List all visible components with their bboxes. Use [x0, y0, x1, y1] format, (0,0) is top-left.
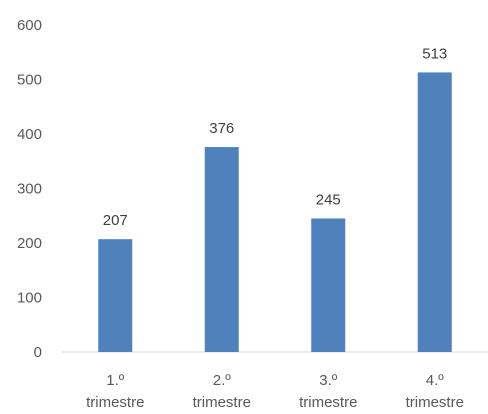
y-tick-label: 0 [34, 344, 42, 361]
y-tick-label: 400 [17, 126, 42, 143]
y-axis-tick-labels: 0 100 200 300 400 500 600 [17, 17, 42, 361]
x-category-label-line: 2.º [213, 372, 232, 389]
x-axis-category-labels: 1.º trimestre 2.º trimestre 3.º trimestre 4.º t… [86, 372, 464, 411]
y-tick-label: 100 [17, 290, 42, 307]
x-category-label-line: trimestre [86, 394, 144, 411]
data-label: 207 [103, 212, 128, 229]
data-label: 513 [422, 45, 447, 62]
x-category-label: 1.º trimestre [86, 372, 144, 411]
bar [311, 218, 346, 352]
y-tick-label: 500 [17, 72, 42, 89]
data-labels: 207 376 245 513 [103, 45, 448, 229]
bar [98, 239, 133, 352]
bar [417, 72, 452, 352]
x-category-label: 2.º trimestre [193, 372, 251, 411]
y-tick-label: 600 [17, 17, 42, 34]
x-category-label-line: 3.º [319, 372, 338, 389]
x-category-label-line: 4.º [426, 372, 445, 389]
x-category-label-line: trimestre [406, 394, 464, 411]
x-category-label: 3.º trimestre [299, 372, 357, 411]
x-category-label-line: trimestre [193, 394, 251, 411]
bars [98, 72, 452, 352]
bar [204, 147, 239, 352]
y-tick-label: 200 [17, 235, 42, 252]
y-tick-label: 300 [17, 181, 42, 198]
x-category-label-line: 1.º [106, 372, 125, 389]
x-category-label: 4.º trimestre [406, 372, 464, 411]
x-category-label-line: trimestre [299, 394, 357, 411]
data-label: 245 [316, 191, 341, 208]
data-label: 376 [209, 120, 234, 137]
